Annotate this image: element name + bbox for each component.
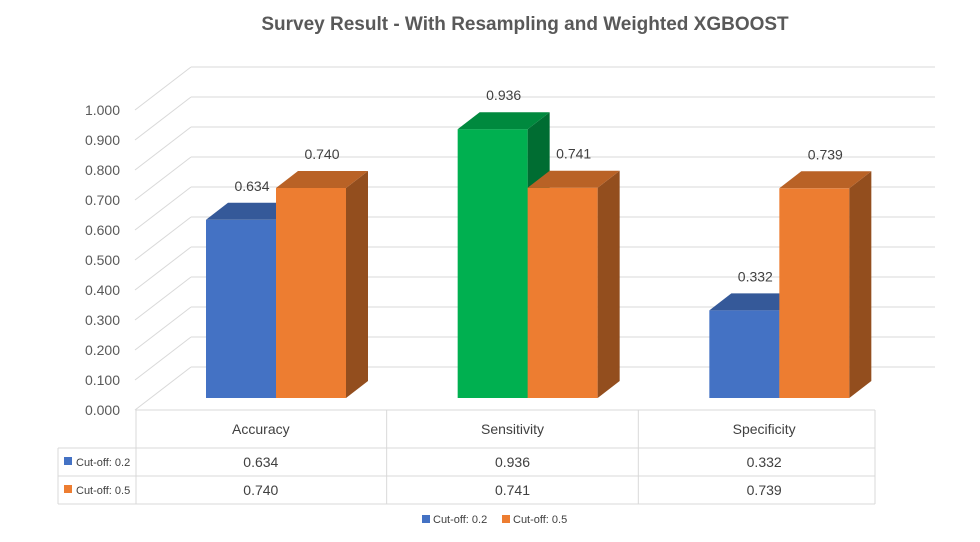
gridline-side — [134, 336, 192, 381]
gridline-side — [134, 66, 192, 111]
bar-front — [206, 219, 276, 398]
y-tick-label: 1.000 — [85, 102, 120, 118]
gridline-side — [134, 366, 192, 411]
table-cell: 0.739 — [747, 482, 782, 498]
gridline-side — [134, 246, 192, 291]
gridline-side — [134, 216, 192, 261]
category-label: Accuracy — [232, 421, 290, 437]
table-legend-key — [64, 457, 72, 465]
category-label: Specificity — [733, 421, 796, 437]
y-tick-label: 0.300 — [85, 312, 120, 328]
y-tick-label: 0.400 — [85, 282, 120, 298]
bar-side — [346, 171, 368, 398]
data-label: 0.936 — [486, 87, 521, 103]
bar-top — [709, 293, 802, 311]
table-cell: 0.936 — [495, 454, 530, 470]
category-label: Sensitivity — [481, 421, 544, 437]
data-label: 0.741 — [556, 146, 591, 162]
bar-top — [457, 112, 550, 130]
bar-top — [276, 171, 368, 188]
chart-title: Survey Result - With Resampling and Weig… — [261, 14, 789, 35]
table-cell: 0.740 — [243, 482, 278, 498]
data-label: 0.739 — [808, 146, 843, 162]
legend-label: Cut-off: 0.2 — [433, 514, 487, 526]
gridline-side — [134, 126, 192, 171]
bar-front — [779, 188, 850, 398]
y-tick-label: 0.800 — [85, 162, 120, 178]
bar-front — [276, 188, 346, 398]
bar-specificity-series-2 — [779, 171, 872, 398]
y-tick-label: 0.200 — [85, 342, 120, 358]
data-label: 0.332 — [738, 268, 773, 284]
gridline-side — [134, 186, 192, 231]
bar-side — [849, 171, 872, 398]
bar-top — [206, 202, 298, 220]
data-labels: 0.634 0.740 0.936 0.741 0.332 0.739 — [234, 87, 843, 284]
bar-top — [779, 171, 872, 189]
y-tick-label: 0.600 — [85, 222, 120, 238]
bar-sensitivity-series-2 — [527, 170, 620, 398]
y-tick-label: 0.500 — [85, 252, 120, 268]
legend: Cut-off: 0.2 Cut-off: 0.5 — [422, 514, 567, 526]
table-series-name: Cut-off: 0.2 — [76, 457, 130, 469]
gridline-side — [134, 96, 192, 141]
gridline-side — [134, 156, 192, 201]
gridline-side — [134, 276, 192, 321]
table-cell: 0.741 — [495, 482, 530, 498]
y-tick-label: 0.900 — [85, 132, 120, 148]
bar-top — [527, 170, 620, 188]
y-tick-label: 0.100 — [85, 372, 120, 388]
legend-key — [422, 515, 430, 523]
bar-accuracy-series-2 — [276, 171, 368, 398]
bar-front — [527, 187, 598, 398]
bar-front — [709, 310, 780, 398]
y-tick-label: 0.700 — [85, 192, 120, 208]
data-table: Accuracy Sensitivity Specificity Cut-off: 0… — [57, 409, 876, 505]
y-axis: 0.000 0.100 0.200 0.300 0.400 0.500 0.600 0.700… — [85, 102, 120, 418]
gridline-side — [134, 306, 192, 351]
data-label: 0.740 — [304, 146, 339, 162]
y-tick-label: 0.000 — [85, 402, 120, 418]
legend-key — [502, 515, 510, 523]
table-series-name: Cut-off: 0.5 — [76, 485, 130, 497]
table-legend-key — [64, 485, 72, 493]
bar-front — [457, 129, 528, 398]
bars — [206, 112, 872, 398]
table-cell: 0.634 — [243, 454, 278, 470]
table-cell: 0.332 — [747, 454, 782, 470]
data-label: 0.634 — [234, 178, 269, 194]
bar-side — [597, 170, 620, 398]
legend-label: Cut-off: 0.5 — [513, 514, 567, 526]
